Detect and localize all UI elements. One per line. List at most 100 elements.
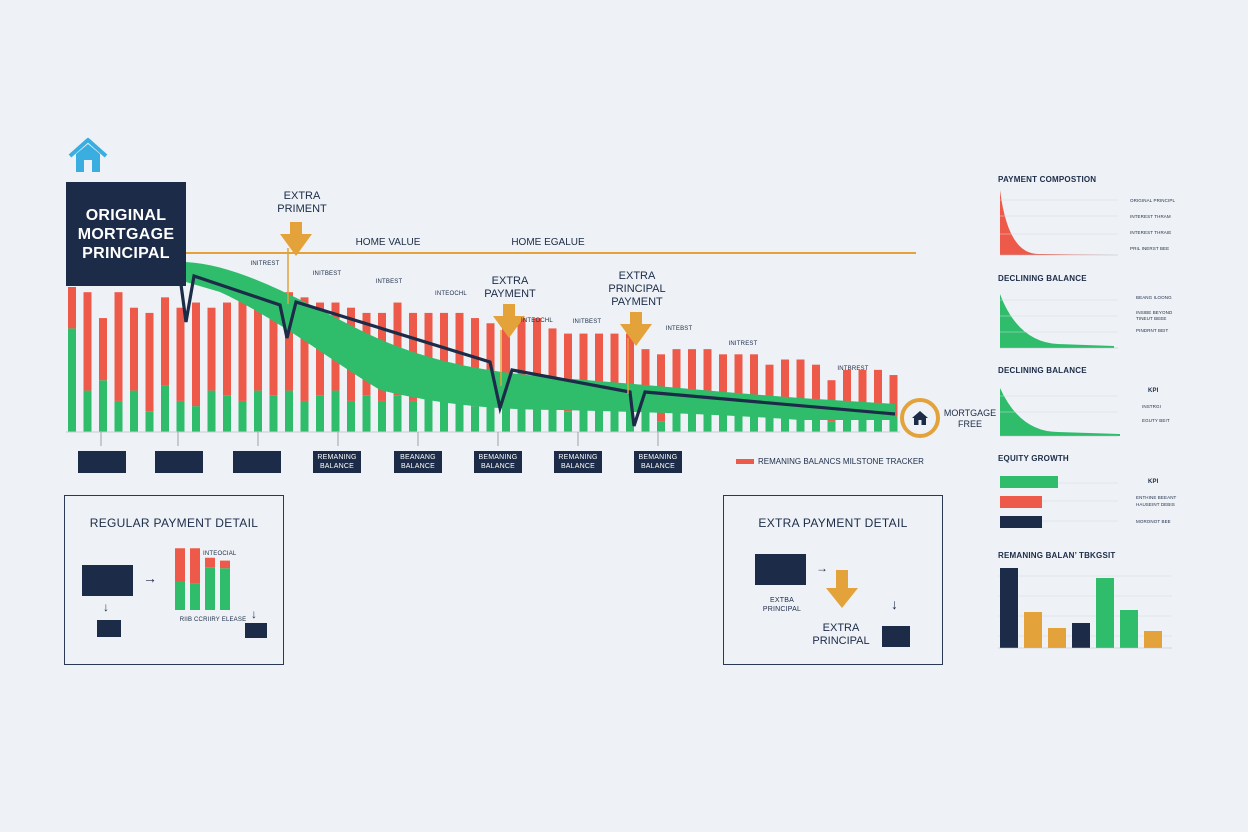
- interest-bar: [207, 307, 216, 391]
- declining-label: TINEUT BEEE: [1136, 316, 1167, 321]
- principal-bar: [827, 421, 836, 432]
- declining-label-2: EGUTY BEIT: [1142, 418, 1170, 423]
- milestone-box: [78, 451, 126, 473]
- principal-bar: [409, 400, 417, 432]
- kpi-label: KPI: [1148, 479, 1159, 485]
- interest-bar: [161, 297, 169, 386]
- milestone-box: [155, 451, 203, 473]
- principal-bar: [843, 416, 851, 432]
- principal-bar: [440, 395, 448, 432]
- equity-title: EQUITY GROWTH: [998, 454, 1069, 463]
- interest-bar: [300, 297, 309, 401]
- interest-bar: [175, 548, 185, 582]
- interest-bar: [455, 312, 464, 401]
- milestone-box: REMANING BALANCE: [313, 451, 361, 473]
- original-principal-box: ORIGINAL MORTGAGE PRINCIPAL: [66, 182, 186, 286]
- kpi-label: KPI: [1148, 388, 1159, 394]
- home-icon: [912, 411, 928, 425]
- composition-chart: [1000, 190, 1118, 256]
- interest-bar: [205, 557, 215, 568]
- regular-payment-detail: REGULAR PAYMENT DETAIL → ↓ INTEOCIAL RII…: [64, 495, 284, 665]
- interest-bar: [114, 292, 123, 401]
- interest-bar: [688, 349, 696, 401]
- principal-bar: [502, 400, 510, 432]
- interest-bar: [517, 318, 526, 391]
- axis-ticks: [100, 432, 659, 446]
- interest-bar: [843, 369, 851, 417]
- interest-label: INITBEST: [312, 271, 342, 277]
- arrow-shaft: [630, 312, 642, 326]
- declining-label-2: INSTRGI: [1142, 404, 1161, 409]
- interest-bar: [99, 318, 107, 381]
- principal-bar: [641, 411, 650, 432]
- interest-bar: [595, 333, 603, 401]
- principal-bar: [347, 400, 355, 432]
- extra-payment-label-1: EXTRA PRIMENT: [277, 190, 327, 215]
- principal-bar: [175, 581, 185, 610]
- interest-bar: [610, 333, 619, 396]
- interest-bar: [765, 364, 774, 417]
- milestone-box: REMANING BALANCE: [554, 451, 602, 473]
- legend-remaining: REMANING BALANCS MILSTONE TRACKER: [736, 457, 924, 466]
- interest-label: INITREST: [250, 261, 280, 267]
- balance-bar: [1048, 628, 1066, 648]
- composition-label: ORIGINAL PRINCIPL: [1130, 198, 1176, 203]
- principal-bar: [130, 390, 138, 432]
- interest-bar: [812, 364, 820, 412]
- arrow-down-icon: ↓: [103, 600, 109, 614]
- milestone-box: BEANANG BALANCE: [394, 451, 442, 473]
- declining-label: INSIBE BEYOND: [1136, 310, 1173, 315]
- interest-bar: [285, 292, 293, 391]
- extra-payment-label-2: EXTRA PAYMENT: [484, 275, 536, 300]
- principal-bar: [533, 395, 541, 432]
- equity-chart: [1000, 476, 1118, 528]
- interest-bar: [192, 302, 200, 407]
- principal-bar: [455, 400, 464, 432]
- arrow-right-icon: →: [816, 561, 828, 575]
- balance-area: [186, 262, 895, 420]
- principal-block: [882, 626, 910, 647]
- principal-bar: [161, 385, 169, 432]
- principal-bar: [331, 390, 340, 432]
- declining-area-2: [1000, 388, 1120, 436]
- principal-bar: [393, 395, 402, 432]
- extra-payment-detail: EXTRA PAYMENT DETAIL → EXTBA PRINCIPAL E…: [723, 495, 943, 665]
- principal-bar: [812, 411, 820, 432]
- equity-bar: [1000, 476, 1058, 488]
- principal-bar: [688, 400, 696, 432]
- principal-bar: [83, 390, 92, 432]
- interest-bar: [424, 312, 433, 391]
- interest-block: [245, 623, 267, 638]
- interest-bar: [889, 375, 898, 417]
- balance-bar: [1024, 612, 1042, 648]
- extra-small-label: EXTBA PRINCIPAL: [762, 597, 802, 613]
- equity-bar: [1000, 496, 1042, 508]
- principal-bar: [300, 400, 309, 432]
- remaining-title: REMANING BALAN’ TBKGSIT: [998, 551, 1116, 560]
- declining-label: BEANG ILOONG: [1136, 295, 1172, 300]
- principal-bar: [765, 416, 774, 432]
- interest-bar: [781, 359, 789, 407]
- arrow-head: [280, 234, 312, 256]
- payment-block: [82, 565, 133, 596]
- interest-label: INTEBST: [665, 326, 693, 332]
- interest-bar: [238, 297, 247, 401]
- balance-bar: [1000, 568, 1018, 648]
- milestone-box: [233, 451, 281, 473]
- declining-title: DECLINING BALANCE: [998, 274, 1087, 283]
- principal-bar: [238, 400, 247, 432]
- interest-bar: [145, 312, 154, 412]
- principal-bar: [220, 568, 230, 610]
- principal-bar: [517, 390, 526, 432]
- interest-bar: [564, 333, 572, 412]
- down-arrow-icon: [826, 570, 858, 608]
- remaining-chart: [998, 568, 1172, 649]
- declining-title-2: DECLINING BALANCE: [998, 366, 1087, 375]
- principal-bar: [254, 390, 262, 432]
- interest-bar: [641, 349, 650, 412]
- declining-label: PINDRNT BEIT: [1136, 328, 1169, 333]
- principal-bar: [781, 406, 789, 432]
- interest-bar: [734, 354, 743, 412]
- interest-bar: [750, 354, 758, 401]
- principal-bar: [579, 406, 588, 432]
